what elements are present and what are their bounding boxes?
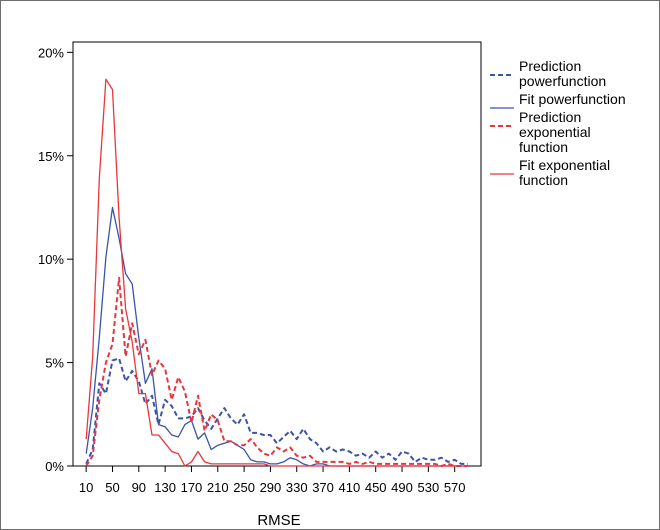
legend-label: Fit exponential [519,157,610,173]
legend-label: Fit powerfunction [519,91,626,107]
series-line-4 [85,78,468,467]
x-tick-label: 290 [260,480,282,495]
x-tick-label: 10 [79,480,93,495]
x-tick-label: 90 [132,480,146,495]
x-tick-label: 490 [391,480,413,495]
x-tick-label: 450 [365,480,387,495]
legend-item-2: Fit powerfunction [490,91,626,109]
x-tick-label: 330 [286,480,308,495]
y-tick-label: 10% [38,252,64,267]
y-tick-label: 20% [38,45,64,60]
y-tick-label: 15% [38,149,64,164]
legend-label: powerfunction [519,73,606,89]
plot-area-border [72,41,482,467]
legend-label: Prediction [519,58,581,74]
x-tick-label: 370 [312,480,334,495]
series-line-1 [85,357,468,465]
x-tick-label: 570 [444,480,466,495]
series-line-2 [85,206,468,467]
x-tick-label: 530 [418,480,440,495]
series-line-3 [85,276,468,467]
legend-label: function [519,139,568,155]
legend-label: exponential [519,124,591,140]
x-tick-label: 50 [105,480,119,495]
x-tick-label: 130 [154,480,176,495]
series-layer [85,78,468,467]
x-tick-label: 250 [233,480,255,495]
legend-label: Prediction [519,109,581,125]
x-tick-label: 210 [207,480,229,495]
legend-label: function [519,172,568,188]
x-tick-label: 170 [181,480,203,495]
x-axis-title: RMSE [257,512,300,529]
x-tick-label: 410 [339,480,361,495]
y-tick-label: 0% [45,459,64,474]
y-tick-label: 5% [45,356,64,371]
